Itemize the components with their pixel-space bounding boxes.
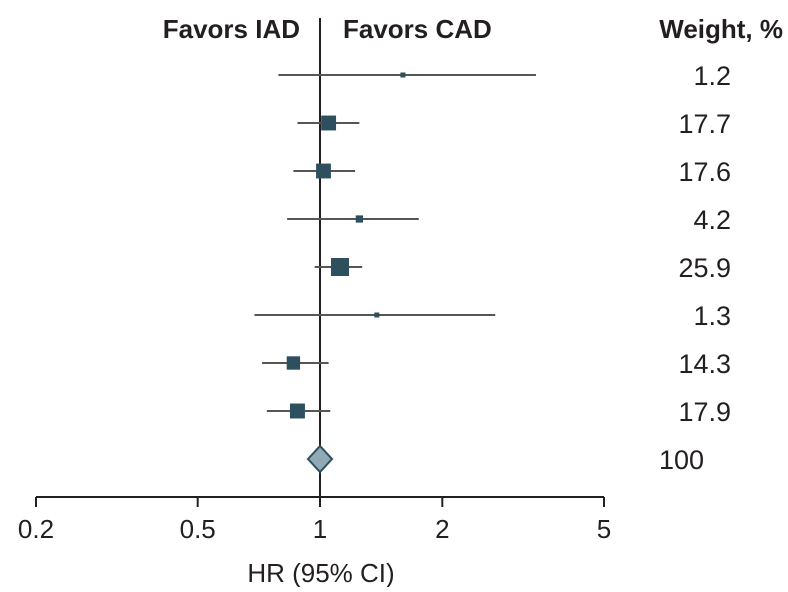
pooled-weight-value: 100	[659, 445, 704, 475]
x-tick-label: 0.5	[180, 514, 216, 544]
pooled-diamond	[306, 444, 334, 474]
weight-value: 17.6	[678, 157, 731, 187]
weight-value: 4.2	[693, 205, 731, 235]
weight-value: 17.9	[678, 397, 731, 427]
plot-marks: 1.2 17.7 17.6 4.2 25.9 1.3 14.3 17.9 100 0.2 0.5 1 2…	[18, 18, 731, 544]
x-axis-title: HR (95% CI)	[247, 558, 394, 587]
x-tick-label: 1	[313, 514, 327, 544]
study-marker	[374, 312, 380, 318]
study-marker	[286, 356, 301, 370]
weight-value: 1.3	[693, 301, 731, 331]
study-marker	[400, 72, 406, 78]
weight-value: 17.7	[678, 109, 731, 139]
study-marker	[321, 115, 337, 131]
study-marker	[289, 403, 305, 419]
study-marker	[355, 215, 363, 223]
x-tick-label: 2	[435, 514, 449, 544]
favors-right-label: Favors CAD	[343, 14, 492, 44]
study-marker	[330, 258, 349, 276]
weight-value: 14.3	[678, 349, 731, 379]
weight-value: 1.2	[693, 61, 731, 91]
x-tick-label: 0.2	[18, 514, 54, 544]
weight-header: Weight, %	[659, 14, 783, 44]
favors-left-label: Favors IAD	[163, 14, 300, 44]
weight-value: 25.9	[678, 253, 731, 283]
x-tick-label: 5	[597, 514, 611, 544]
study-marker	[316, 163, 331, 179]
